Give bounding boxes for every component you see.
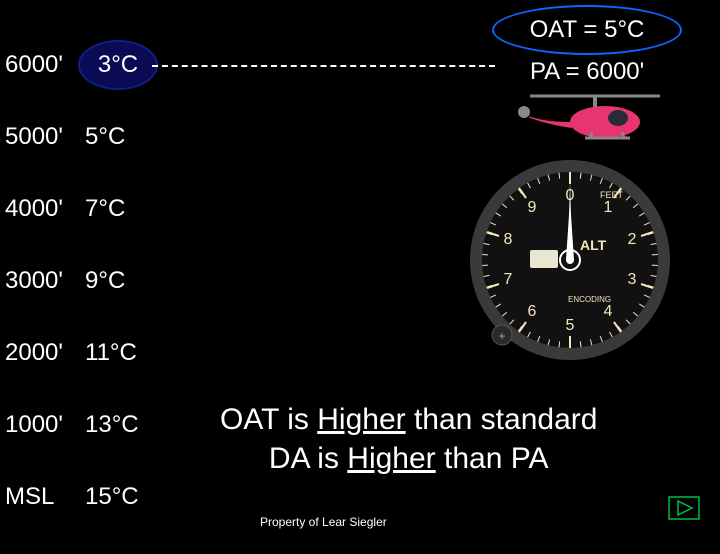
oat-ellipse: OAT = 5°C (492, 5, 682, 55)
svg-text:7: 7 (504, 271, 513, 288)
altitude-label: 6000' (5, 51, 85, 79)
temperature-highlight-ellipse: 3°C (78, 40, 158, 90)
footer-copyright: Property of Lear Siegler (260, 515, 387, 529)
svg-text:1: 1 (604, 199, 613, 216)
table-row: 4000' 7°C (5, 194, 155, 224)
table-row: 3000' 9°C (5, 266, 155, 296)
statement-line-1: OAT is Higher than standard (220, 400, 597, 439)
dashed-connector-line (152, 65, 495, 67)
altitude-label: MSL (5, 483, 85, 511)
kollsman-window (530, 250, 558, 268)
svg-text:3: 3 (628, 271, 637, 288)
table-row: MSL 15°C (5, 482, 155, 512)
temperature-value: 5°C (85, 123, 155, 151)
altitude-label: 4000' (5, 195, 85, 223)
temperature-value: 9°C (85, 267, 155, 295)
altimeter-alt-label: ALT (580, 237, 607, 253)
altitude-temperature-table: 6000' 5000' 5°C 4000' 7°C 3000' 9°C 2000… (5, 50, 155, 554)
helicopter-icon (510, 80, 690, 150)
temperature-value: 7°C (85, 195, 155, 223)
altitude-label: 3000' (5, 267, 85, 295)
next-arrow-icon[interactable] (668, 496, 700, 520)
altimeter-gauge: 0 1 2 3 4 5 6 7 8 9 FEET ALT ENCODING + (460, 150, 680, 370)
svg-text:2: 2 (628, 231, 637, 248)
svg-text:+: + (498, 329, 505, 343)
temperature-value: 13°C (85, 411, 155, 439)
svg-text:6: 6 (528, 303, 537, 320)
altimeter-encoding-label: ENCODING (568, 295, 611, 304)
altitude-label: 1000' (5, 411, 85, 439)
table-row: 2000' 11°C (5, 338, 155, 368)
altimeter-feet-label: FEET (600, 190, 624, 200)
altitude-label: 5000' (5, 123, 85, 151)
altitude-label: 2000' (5, 339, 85, 367)
oat-text: OAT = 5°C (530, 16, 645, 44)
table-row: 5000' 5°C (5, 122, 155, 152)
svg-text:9: 9 (528, 199, 537, 216)
svg-text:4: 4 (604, 303, 613, 320)
svg-text:8: 8 (504, 231, 513, 248)
highlighted-temperature: 3°C (98, 51, 138, 79)
temperature-value: 11°C (85, 339, 155, 367)
statement-line-2: DA is Higher than PA (220, 439, 597, 478)
main-statement: OAT is Higher than standard DA is Higher… (220, 400, 597, 478)
table-row: 1000' 13°C (5, 410, 155, 440)
temperature-value: 15°C (85, 483, 155, 511)
svg-text:5: 5 (566, 317, 575, 334)
